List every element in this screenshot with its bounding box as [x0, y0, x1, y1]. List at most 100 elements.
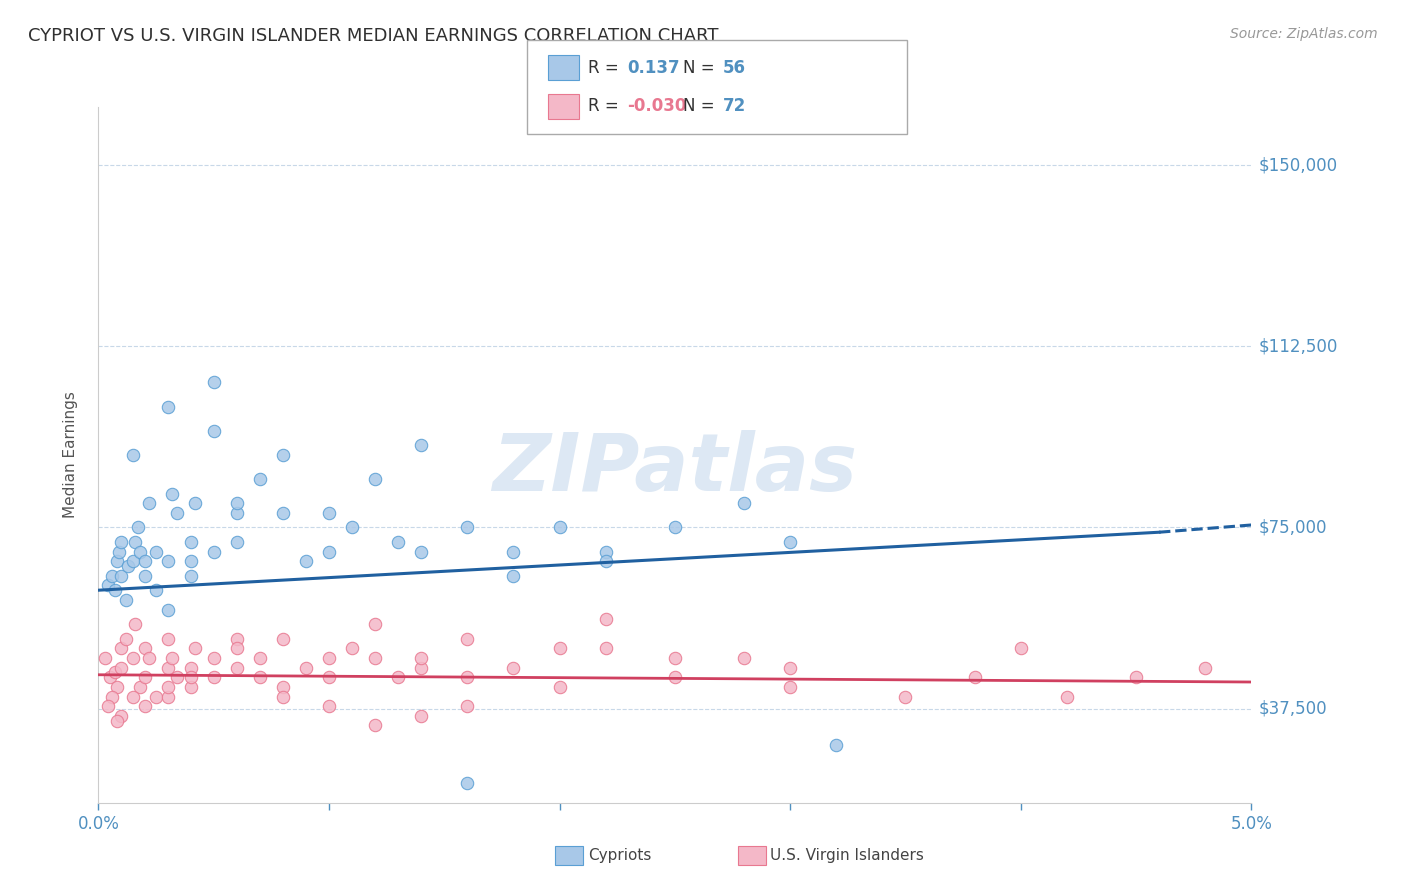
Point: [124, 617, 146, 632]
Point: [156, 632, 179, 646]
Point: [733, 496, 755, 510]
Point: [160, 486, 183, 500]
Point: [502, 660, 524, 674]
Point: [105, 680, 128, 694]
Point: [318, 506, 340, 520]
Point: [1010, 641, 1032, 656]
Point: [411, 708, 433, 723]
Text: $37,500: $37,500: [1258, 699, 1327, 717]
Point: [318, 544, 340, 558]
Point: [156, 680, 179, 694]
Point: [103, 583, 125, 598]
Point: [145, 690, 167, 704]
Point: [664, 520, 686, 534]
Point: [249, 670, 271, 684]
Point: [364, 617, 387, 632]
Point: [548, 641, 571, 656]
Point: [271, 448, 294, 462]
Point: [548, 680, 571, 694]
Point: [456, 699, 478, 714]
Text: CYPRIOT VS U.S. VIRGIN ISLANDER MEDIAN EARNINGS CORRELATION CHART: CYPRIOT VS U.S. VIRGIN ISLANDER MEDIAN E…: [28, 27, 718, 45]
Point: [411, 660, 433, 674]
Point: [110, 660, 132, 674]
Point: [340, 520, 363, 534]
Point: [1056, 690, 1078, 704]
Point: [340, 641, 363, 656]
Point: [115, 592, 138, 607]
Point: [98, 670, 121, 684]
Point: [225, 534, 247, 549]
Point: [387, 534, 409, 549]
Point: [318, 699, 340, 714]
Point: [364, 472, 387, 486]
Point: [271, 632, 294, 646]
Point: [97, 578, 120, 592]
Point: [108, 544, 131, 558]
Point: [364, 718, 387, 732]
Point: [318, 651, 340, 665]
Point: [271, 690, 294, 704]
Point: [779, 534, 801, 549]
Point: [127, 520, 149, 534]
Point: [145, 544, 167, 558]
Point: [166, 506, 188, 520]
Point: [548, 520, 571, 534]
Point: [249, 472, 271, 486]
Point: [110, 568, 132, 582]
Point: [456, 670, 478, 684]
Point: [1194, 660, 1216, 674]
Point: [387, 670, 409, 684]
Point: [225, 660, 247, 674]
Point: [117, 559, 139, 574]
Point: [124, 534, 146, 549]
Point: [225, 632, 247, 646]
Point: [225, 641, 247, 656]
Point: [202, 670, 225, 684]
Point: [166, 670, 188, 684]
Point: [184, 641, 207, 656]
Point: [318, 670, 340, 684]
Point: [129, 680, 152, 694]
Text: $75,000: $75,000: [1258, 518, 1327, 536]
Point: [134, 641, 156, 656]
Point: [225, 506, 247, 520]
Text: 72: 72: [723, 97, 747, 115]
Point: [779, 680, 801, 694]
Point: [202, 376, 225, 390]
Point: [364, 651, 387, 665]
Point: [101, 690, 124, 704]
Text: N =: N =: [683, 97, 720, 115]
Point: [1125, 670, 1147, 684]
Point: [779, 660, 801, 674]
Point: [456, 520, 478, 534]
Point: [225, 496, 247, 510]
Text: 56: 56: [723, 59, 745, 77]
Point: [664, 670, 686, 684]
Point: [963, 670, 986, 684]
Point: [103, 665, 125, 680]
Point: [180, 568, 202, 582]
Point: [271, 680, 294, 694]
Point: [180, 680, 202, 694]
Point: [129, 544, 152, 558]
Point: [110, 708, 132, 723]
Point: [733, 651, 755, 665]
Text: $150,000: $150,000: [1258, 156, 1337, 174]
Y-axis label: Median Earnings: Median Earnings: [63, 392, 77, 518]
Text: 0.137: 0.137: [627, 59, 679, 77]
Point: [138, 496, 160, 510]
Point: [122, 690, 145, 704]
Point: [156, 602, 179, 616]
Point: [202, 651, 225, 665]
Point: [134, 699, 156, 714]
Point: [156, 660, 179, 674]
Point: [134, 670, 156, 684]
Point: [122, 448, 145, 462]
Point: [138, 651, 160, 665]
Point: [502, 568, 524, 582]
Point: [101, 568, 124, 582]
Point: [160, 651, 183, 665]
Point: [115, 632, 138, 646]
Point: [180, 670, 202, 684]
Point: [134, 554, 156, 568]
